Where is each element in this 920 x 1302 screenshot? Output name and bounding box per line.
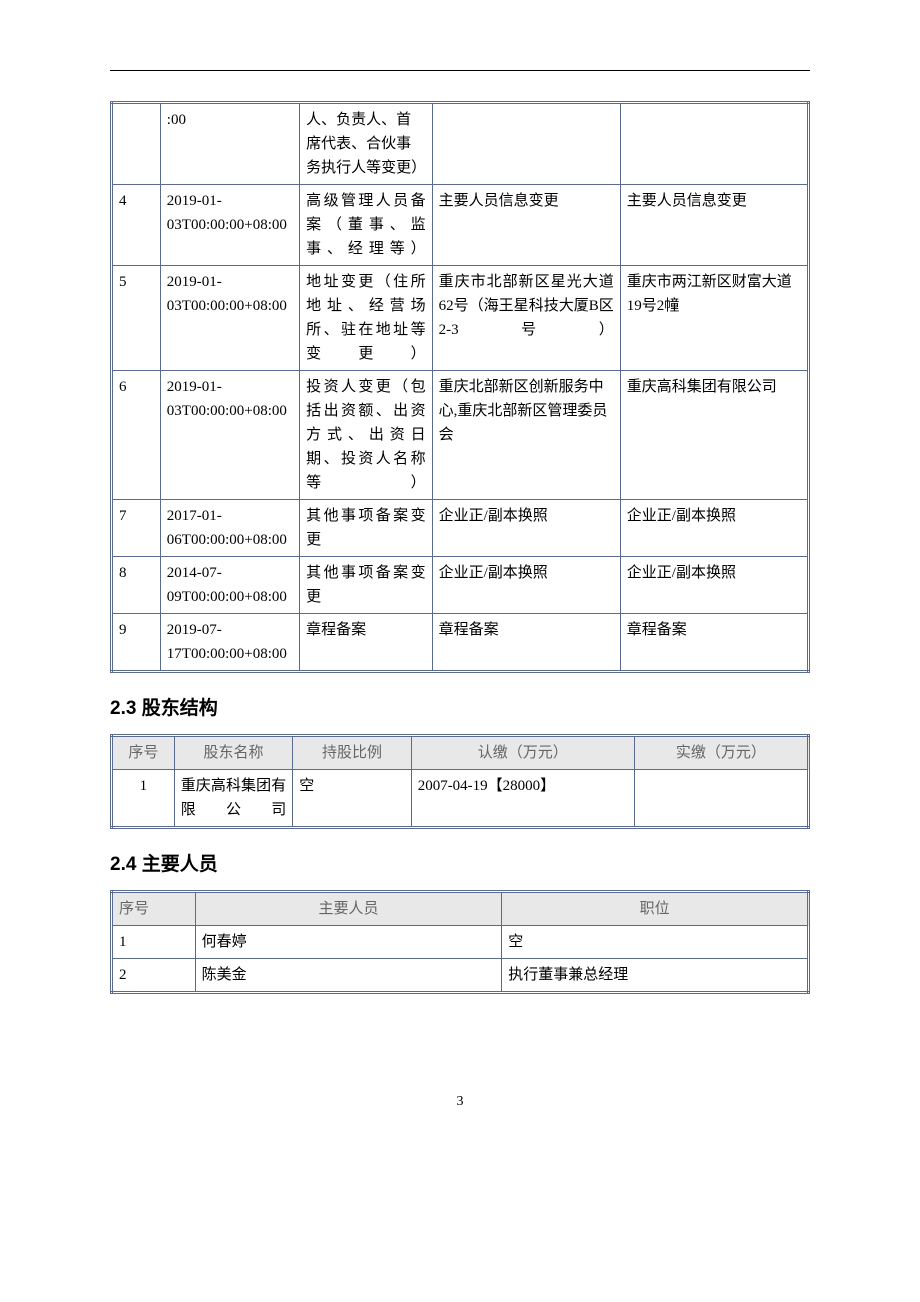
cell-after: 企业正/副本换照 [620,500,808,557]
cell-person-name: 何春婷 [195,926,502,959]
cell-change-item: 章程备案 [300,614,432,672]
section-24-heading: 2.4 主要人员 [110,849,810,876]
table-row: 72017-01-06T00:00:00+08:00其他事项备案变更企业正/副本… [112,500,809,557]
table-row: 42019-01-03T00:00:00+08:00高级管理人员备案（董事、监事… [112,185,809,266]
table-row: 1重庆高科集团有限公司空2007-04-19【28000】 [112,770,809,828]
cell-change-item: 地址变更（住所地址、经营场所、驻在地址等变更） [300,266,432,371]
cell-before: 主要人员信息变更 [432,185,620,266]
cell-after: 企业正/副本换照 [620,557,808,614]
section-23-heading: 2.3 股东结构 [110,693,810,720]
shareholder-header-row: 序号 股东名称 持股比例 认缴（万元） 实缴（万元） [112,736,809,770]
cell-change-item: 人、负责人、首席代表、合伙事务执行人等变更） [300,103,432,185]
changes-table: :00人、负责人、首席代表、合伙事务执行人等变更）42019-01-03T00:… [110,101,810,673]
cell-after: 重庆市两江新区财富大道19号2幢 [620,266,808,371]
table-row: 52019-01-03T00:00:00+08:00地址变更（住所地址、经营场所… [112,266,809,371]
table-row: 62019-01-03T00:00:00+08:00投资人变更（包括出资额、出资… [112,371,809,500]
cell-date: 2019-01-03T00:00:00+08:00 [160,266,299,371]
table-row: 1何春婷空 [112,926,809,959]
cell-before: 重庆市北部新区星光大道62号（海王星科技大厦B区2-3号） [432,266,620,371]
cell-person-name: 陈美金 [195,959,502,993]
shareholder-table: 序号 股东名称 持股比例 认缴（万元） 实缴（万元） 1重庆高科集团有限公司空2… [110,734,810,829]
shareholder-table-body: 1重庆高科集团有限公司空2007-04-19【28000】 [112,770,809,828]
col-ratio: 持股比例 [293,736,411,770]
cell-paid [634,770,808,828]
table-row: 92019-07-17T00:00:00+08:00章程备案章程备案章程备案 [112,614,809,672]
page-number: 3 [110,1094,810,1110]
cell-date: 2019-01-03T00:00:00+08:00 [160,371,299,500]
col-seq: 序号 [112,892,196,926]
changes-table-body: :00人、负责人、首席代表、合伙事务执行人等变更）42019-01-03T00:… [112,103,809,672]
cell-date: 2019-01-03T00:00:00+08:00 [160,185,299,266]
cell-after: 章程备案 [620,614,808,672]
personnel-table-body: 1何春婷空2陈美金执行董事兼总经理 [112,926,809,993]
table-row: :00人、负责人、首席代表、合伙事务执行人等变更） [112,103,809,185]
cell-before [432,103,620,185]
cell-before: 章程备案 [432,614,620,672]
personnel-table: 序号 主要人员 职位 1何春婷空2陈美金执行董事兼总经理 [110,890,810,994]
cell-after: 重庆高科集团有限公司 [620,371,808,500]
cell-change-item: 其他事项备案变更 [300,557,432,614]
col-seq: 序号 [112,736,175,770]
col-subscribed: 认缴（万元） [411,736,634,770]
cell-position: 执行董事兼总经理 [502,959,809,993]
cell-seq: 5 [112,266,161,371]
cell-date: 2019-07-17T00:00:00+08:00 [160,614,299,672]
col-person-name: 主要人员 [195,892,502,926]
col-position: 职位 [502,892,809,926]
cell-seq: 2 [112,959,196,993]
col-paid: 实缴（万元） [634,736,808,770]
cell-seq: 7 [112,500,161,557]
cell-before: 重庆北部新区创新服务中心,重庆北部新区管理委员会 [432,371,620,500]
cell-date: 2014-07-09T00:00:00+08:00 [160,557,299,614]
cell-seq: 1 [112,770,175,828]
personnel-header-row: 序号 主要人员 职位 [112,892,809,926]
cell-ratio: 空 [293,770,411,828]
cell-date: :00 [160,103,299,185]
cell-subscribed: 2007-04-19【28000】 [411,770,634,828]
cell-before: 企业正/副本换照 [432,557,620,614]
cell-position: 空 [502,926,809,959]
cell-after: 主要人员信息变更 [620,185,808,266]
col-shareholder-name: 股东名称 [174,736,292,770]
cell-shareholder-name: 重庆高科集团有限公司 [174,770,292,828]
header-divider [110,70,810,71]
cell-seq: 1 [112,926,196,959]
cell-change-item: 投资人变更（包括出资额、出资方式、出资日期、投资人名称等） [300,371,432,500]
table-row: 82014-07-09T00:00:00+08:00其他事项备案变更企业正/副本… [112,557,809,614]
cell-seq: 8 [112,557,161,614]
cell-seq: 9 [112,614,161,672]
cell-change-item: 其他事项备案变更 [300,500,432,557]
cell-before: 企业正/副本换照 [432,500,620,557]
cell-change-item: 高级管理人员备案（董事、监事、经理等） [300,185,432,266]
table-row: 2陈美金执行董事兼总经理 [112,959,809,993]
cell-seq: 6 [112,371,161,500]
cell-seq [112,103,161,185]
cell-seq: 4 [112,185,161,266]
cell-date: 2017-01-06T00:00:00+08:00 [160,500,299,557]
cell-after [620,103,808,185]
